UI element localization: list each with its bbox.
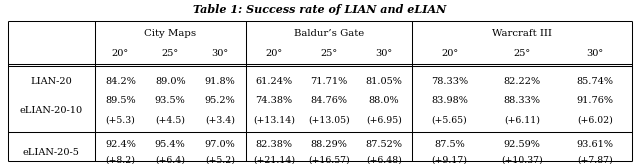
Text: 81.05%: 81.05% — [365, 77, 403, 86]
Text: 25°: 25° — [162, 49, 179, 58]
Text: (+6.11): (+6.11) — [504, 116, 540, 124]
Text: 88.33%: 88.33% — [504, 96, 541, 105]
Text: (+5.65): (+5.65) — [432, 116, 467, 124]
Text: 74.38%: 74.38% — [255, 96, 292, 105]
Text: 84.2%: 84.2% — [105, 77, 136, 86]
Text: (+4.5): (+4.5) — [156, 116, 185, 124]
Text: (+5.3): (+5.3) — [106, 116, 135, 124]
Text: 93.61%: 93.61% — [577, 140, 613, 149]
Text: 71.71%: 71.71% — [310, 77, 348, 86]
Text: (+5.2): (+5.2) — [205, 156, 235, 164]
Text: 95.2%: 95.2% — [205, 96, 236, 105]
Text: Baldur’s Gate: Baldur’s Gate — [294, 29, 364, 38]
Text: (+21.14): (+21.14) — [253, 156, 295, 164]
Text: 95.4%: 95.4% — [155, 140, 186, 149]
Text: Warcraft III: Warcraft III — [492, 29, 552, 38]
Text: (+8.2): (+8.2) — [106, 156, 136, 164]
Text: 89.0%: 89.0% — [155, 77, 186, 86]
Text: 91.76%: 91.76% — [577, 96, 613, 105]
Text: 20°: 20° — [112, 49, 129, 58]
Text: 92.4%: 92.4% — [105, 140, 136, 149]
Text: 88.29%: 88.29% — [310, 140, 348, 149]
Text: (+16.57): (+16.57) — [308, 156, 350, 164]
Text: (+6.48): (+6.48) — [366, 156, 402, 164]
Text: 25°: 25° — [514, 49, 531, 58]
Text: 30°: 30° — [375, 49, 392, 58]
Text: (+13.05): (+13.05) — [308, 116, 350, 124]
Text: 61.24%: 61.24% — [255, 77, 292, 86]
Text: 85.74%: 85.74% — [577, 77, 613, 86]
Text: 89.5%: 89.5% — [105, 96, 136, 105]
Text: 20°: 20° — [441, 49, 458, 58]
Text: 78.33%: 78.33% — [431, 77, 468, 86]
Text: 82.22%: 82.22% — [504, 77, 541, 86]
Text: 91.8%: 91.8% — [205, 77, 236, 86]
Text: LIAN-20: LIAN-20 — [30, 77, 72, 86]
Text: 84.76%: 84.76% — [310, 96, 348, 105]
Text: 82.38%: 82.38% — [255, 140, 292, 149]
Text: (+6.02): (+6.02) — [577, 116, 613, 124]
Text: 20°: 20° — [266, 49, 283, 58]
Text: (+13.14): (+13.14) — [253, 116, 295, 124]
Text: 97.0%: 97.0% — [205, 140, 236, 149]
Text: (+7.87): (+7.87) — [577, 156, 612, 164]
Text: (+6.95): (+6.95) — [366, 116, 402, 124]
Text: 30°: 30° — [212, 49, 228, 58]
Text: (+9.17): (+9.17) — [431, 156, 468, 164]
Text: (+3.4): (+3.4) — [205, 116, 235, 124]
Text: eLIAN-20-10: eLIAN-20-10 — [20, 106, 83, 115]
Text: 30°: 30° — [586, 49, 604, 58]
Text: (+10.37): (+10.37) — [501, 156, 543, 164]
Text: 93.5%: 93.5% — [155, 96, 186, 105]
Text: (+6.4): (+6.4) — [156, 156, 185, 164]
Text: Table 1: Success rate of LIAN and eLIAN: Table 1: Success rate of LIAN and eLIAN — [193, 4, 447, 15]
Text: 92.59%: 92.59% — [504, 140, 541, 149]
Text: 87.5%: 87.5% — [434, 140, 465, 149]
Text: eLIAN-20-5: eLIAN-20-5 — [23, 148, 79, 157]
Text: 25°: 25° — [321, 49, 337, 58]
Text: 88.0%: 88.0% — [369, 96, 399, 105]
Text: City Maps: City Maps — [144, 29, 196, 38]
Text: 83.98%: 83.98% — [431, 96, 468, 105]
Text: 87.52%: 87.52% — [365, 140, 403, 149]
